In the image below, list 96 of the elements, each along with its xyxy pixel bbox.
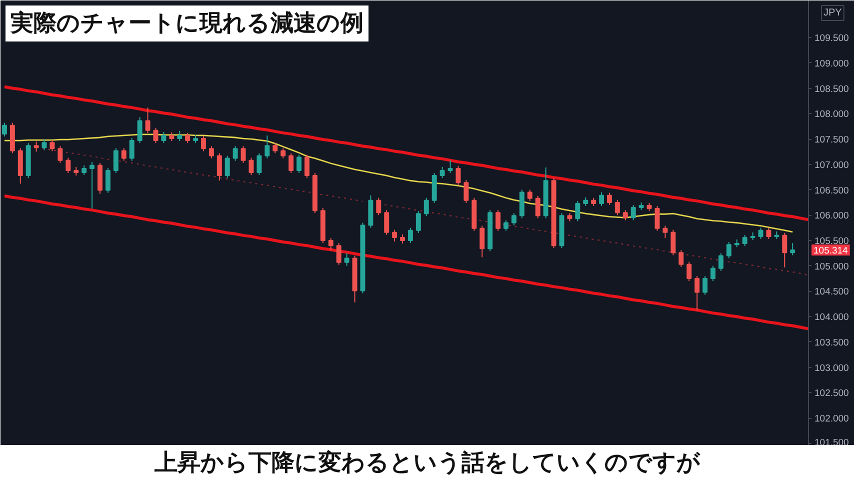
- candlestick: [216, 152, 222, 182]
- candlestick: [678, 250, 684, 268]
- y-tick-label: 109.500: [814, 33, 849, 44]
- y-tick-label: 102.500: [814, 388, 849, 400]
- candlestick: [758, 227, 764, 240]
- y-tick-label: 107.500: [814, 134, 849, 146]
- candlestick: [296, 154, 302, 174]
- candlestick: [2, 122, 7, 137]
- candlestick: [702, 276, 708, 296]
- candlestick: [240, 146, 246, 164]
- candlestick: [440, 166, 445, 179]
- candlestick: [504, 220, 508, 232]
- candlestick: [42, 138, 47, 151]
- text: 実際のチャートに現れる減速の例: [10, 10, 364, 36]
- candlestick: [614, 199, 620, 216]
- y-tick-label: 108.500: [814, 84, 849, 95]
- candlestick: [535, 195, 540, 219]
- candlestick: [654, 206, 660, 232]
- candlestick: [224, 155, 230, 179]
- candlestick: [66, 157, 71, 174]
- candlestick: [392, 229, 398, 242]
- candlestick: [527, 189, 532, 202]
- y-tick-label: 105.000: [814, 261, 849, 272]
- candlestick: [408, 227, 413, 244]
- candlestick: [288, 152, 294, 174]
- candlestick: [161, 131, 166, 144]
- y-tick-label: 109.000: [814, 58, 849, 70]
- candlestick: [105, 167, 110, 194]
- candlestick: [280, 148, 286, 159]
- text: 上昇から下降に変わるという話をしていくのですが: [154, 449, 700, 476]
- candlestick: [694, 276, 700, 312]
- candlestick: [606, 192, 612, 206]
- candlestick: [742, 234, 748, 247]
- candlestick: [782, 232, 788, 268]
- candlestick: [177, 130, 182, 142]
- candlestick: [272, 142, 278, 154]
- y-tick-label: 105.500: [814, 236, 849, 248]
- candlestick: [670, 229, 676, 256]
- candlestick: [90, 161, 95, 210]
- candlestick: [710, 265, 716, 282]
- y-tick-label: 102.000: [814, 414, 849, 425]
- candlestick: [82, 164, 87, 176]
- candlestick: [145, 107, 150, 134]
- candlestick: [304, 154, 310, 179]
- candlestick: [424, 197, 429, 217]
- candlestick: [622, 210, 628, 221]
- candlestick: [464, 180, 469, 204]
- line-series: [2, 194, 810, 330]
- line-series: [2, 85, 810, 222]
- candlestick: [185, 132, 190, 144]
- candlestick: [232, 146, 238, 162]
- candlestick: [630, 204, 636, 221]
- candlestick: [113, 148, 118, 174]
- candlestick: [384, 210, 390, 236]
- candlestick: [416, 210, 421, 234]
- candlestick: [264, 134, 270, 159]
- candlestick: [50, 140, 55, 152]
- candlestick: [726, 242, 732, 259]
- y-tick-label: 103.500: [814, 337, 849, 348]
- candlestick: [121, 148, 126, 162]
- candlestick: [448, 160, 453, 174]
- candlestick: [129, 138, 134, 162]
- candlestick: [256, 152, 262, 176]
- y-tick-label: 104.500: [814, 286, 849, 298]
- candlestick: [58, 146, 63, 164]
- text: 105.314: [814, 245, 848, 256]
- candlestick: [662, 225, 668, 238]
- candlestick: [599, 192, 604, 206]
- candlestick: [344, 252, 350, 266]
- candlestick: [34, 141, 39, 152]
- candlestick: [248, 157, 254, 176]
- y-tick-label: 107.000: [814, 160, 849, 171]
- candlestick: [208, 146, 214, 159]
- candlestick: [400, 234, 405, 244]
- y-tick-label: 108.000: [814, 109, 849, 120]
- y-tick-label: 104.000: [814, 312, 849, 324]
- candlestick: [575, 200, 580, 222]
- candlestick: [496, 210, 501, 232]
- candlestick: [456, 165, 461, 186]
- y-axis-title: JPY: [824, 8, 842, 18]
- candlestick: [766, 227, 772, 240]
- candlestick: [153, 127, 158, 144]
- candlestick: [201, 135, 206, 152]
- candlestick: [376, 197, 382, 216]
- candlestick: [686, 261, 692, 282]
- y-tick-label: 103.000: [814, 362, 849, 374]
- candlestick: [511, 212, 516, 226]
- candlestick: [790, 242, 796, 256]
- y-tick-label: 106.500: [814, 185, 849, 196]
- candlestick: [137, 116, 142, 144]
- candlestick: [480, 225, 485, 258]
- candlestick: [519, 189, 524, 219]
- candlestick: [718, 252, 724, 272]
- y-tick-label: 106.000: [814, 210, 849, 222]
- candlestick: [336, 242, 342, 266]
- candlestick: [328, 237, 334, 252]
